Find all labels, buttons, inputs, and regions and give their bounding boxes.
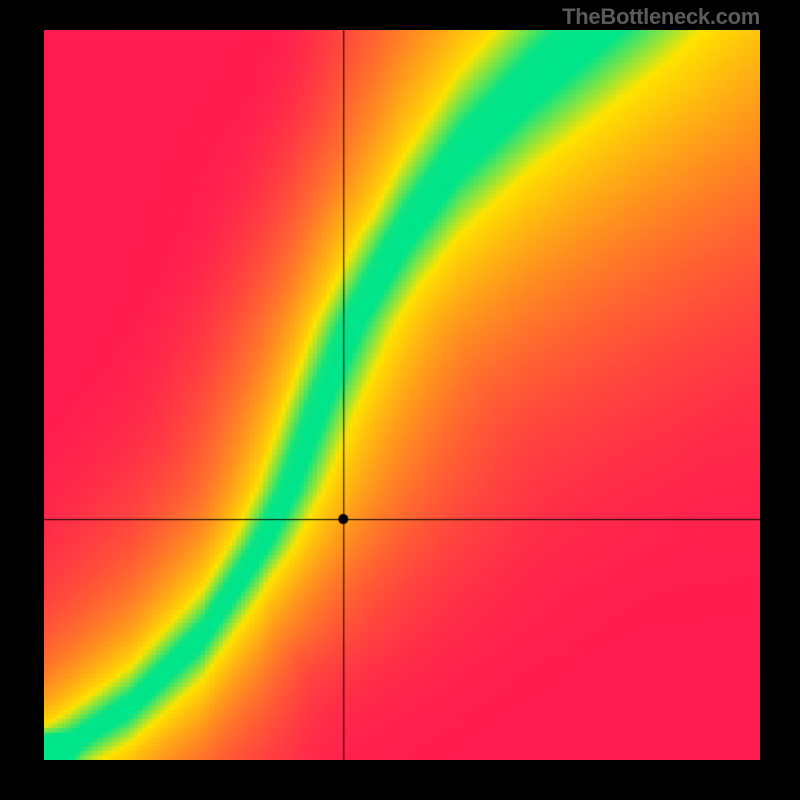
heatmap-canvas — [44, 30, 760, 760]
heatmap-plot — [44, 30, 760, 760]
watermark-text: TheBottleneck.com — [562, 4, 760, 30]
